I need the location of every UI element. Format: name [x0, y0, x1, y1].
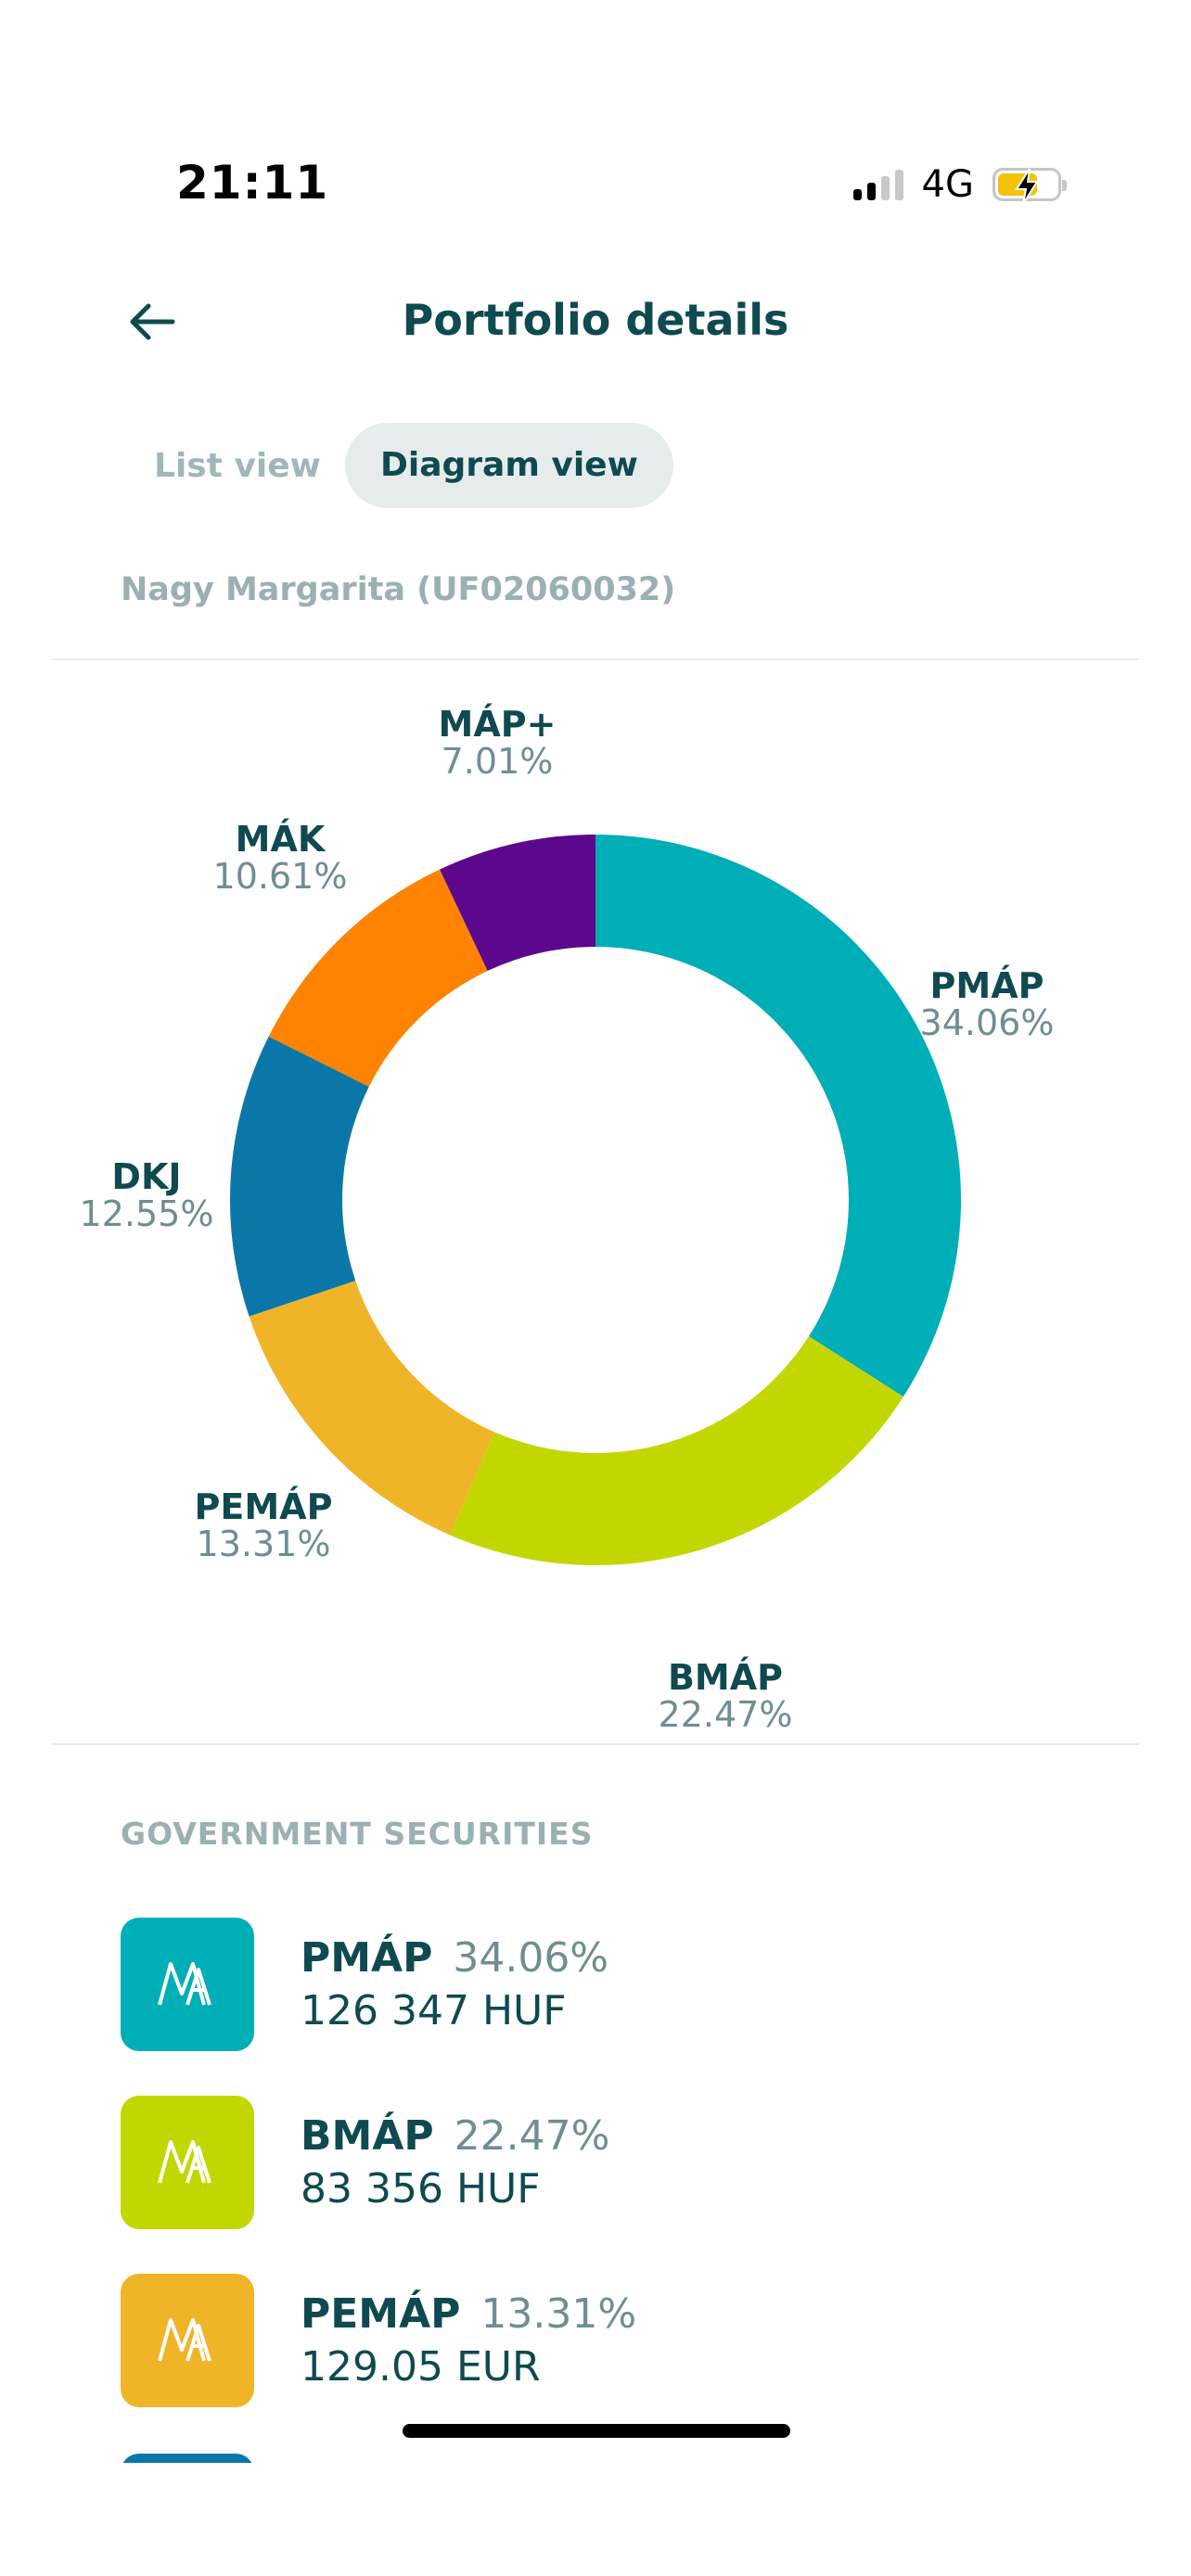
holding-name: PMÁP — [301, 1934, 433, 1982]
holding-item-pmap[interactable]: PMÁP 34.06% 126 347 HUF — [121, 1918, 608, 2051]
chart-label-map-plus: MÁP+ 7.01% — [438, 704, 557, 782]
holding-amount: 83 356 HUF — [301, 2165, 541, 2213]
holding-name: BMÁP — [301, 2112, 434, 2160]
holding-amount: 129.05 EUR — [301, 2343, 541, 2391]
map-logo-icon — [121, 1918, 254, 2051]
tab-diagram-view[interactable]: Diagram view — [345, 423, 673, 508]
holding-item-pemap[interactable]: PEMÁP 13.31% 129.05 EUR — [121, 2274, 636, 2407]
holding-percent: 22.47% — [454, 2112, 610, 2160]
chart-label-mak: MÁK 10.61% — [212, 819, 348, 897]
home-indicator[interactable] — [403, 2424, 790, 2438]
holding-percent: 13.31% — [480, 2290, 637, 2338]
status-indicators: 4G — [852, 163, 1067, 206]
section-title: GOVERNMENT SECURITIES — [121, 1816, 594, 1852]
network-type: 4G — [921, 163, 974, 206]
map-logo-icon — [121, 2274, 254, 2407]
chart-label-dkj: DKJ 12.55% — [79, 1156, 214, 1234]
donut-slice-pmáp — [596, 835, 962, 1397]
donut-slice-máp+ — [440, 835, 596, 972]
chart-label-pmap: PMÁP 34.06% — [919, 965, 1055, 1043]
donut-slice-pemáp — [249, 1281, 495, 1536]
holding-item-bmap[interactable]: BMÁP 22.47% 83 356 HUF — [121, 2096, 609, 2229]
donut-slice-mák — [268, 869, 488, 1087]
portfolio-donut-chart — [229, 835, 962, 1565]
donut-slice-bmáp — [449, 1336, 903, 1565]
donut-slice-dkj — [229, 1036, 369, 1317]
map-logo-icon — [121, 2096, 254, 2229]
tab-list-view[interactable]: List view — [154, 447, 321, 485]
battery-charging-icon — [992, 168, 1067, 205]
chart-label-bmap: BMÁP 22.47% — [658, 1657, 793, 1735]
portfolio-owner: Nagy Margarita (UF02060032) — [121, 571, 676, 608]
divider — [52, 1743, 1139, 1745]
back-arrow-icon[interactable] — [124, 293, 182, 351]
holding-amount: 126 347 HUF — [301, 1987, 567, 2034]
bottom-mask — [0, 2463, 1191, 2576]
holding-percent: 34.06% — [453, 1934, 609, 1982]
holding-name: PEMÁP — [301, 2290, 461, 2338]
page-title: Portfolio details — [402, 295, 789, 345]
status-time: 21:11 — [176, 156, 329, 210]
signal-icon — [852, 169, 903, 200]
divider — [52, 658, 1139, 660]
chart-label-pemap: PEMÁP 13.31% — [194, 1486, 333, 1564]
